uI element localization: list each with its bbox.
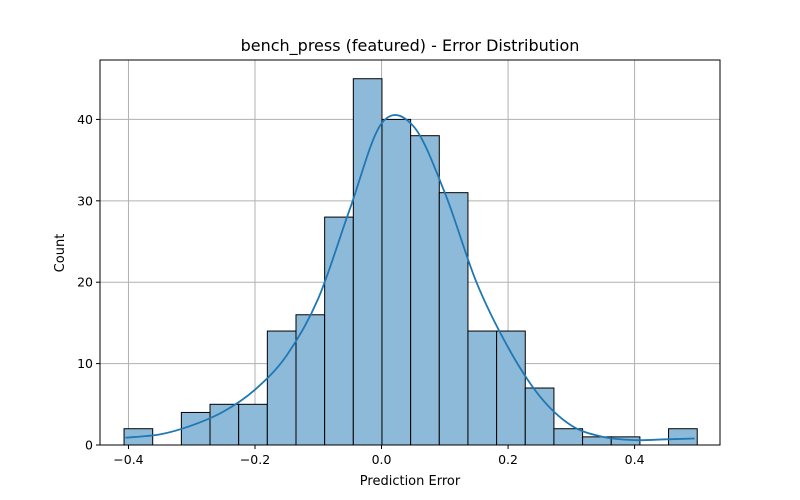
kde-curve <box>125 114 695 442</box>
y-axis-ticks: 0 10 20 30 40 <box>77 112 100 453</box>
histogram-bar <box>324 216 354 446</box>
histogram-bar <box>467 330 498 446</box>
histogram-bar <box>553 428 584 446</box>
chart-title: bench_press (featured) - Error Distribut… <box>241 36 580 56</box>
x-tick-label: −0.4 <box>113 452 143 467</box>
y-tick-label: 10 <box>77 356 93 371</box>
histogram-bars <box>123 78 698 446</box>
histogram-bar <box>352 78 383 446</box>
histogram-bar <box>668 428 698 446</box>
histogram-bar <box>438 192 469 446</box>
histogram-bar <box>410 135 440 446</box>
x-tick-label: 0.0 <box>372 452 392 467</box>
x-axis-ticks: −0.4 −0.2 0.0 0.2 0.4 <box>113 445 645 467</box>
plot-frame <box>99 59 721 446</box>
histogram-bar <box>381 118 412 446</box>
x-tick-label: 0.2 <box>498 452 518 467</box>
kde-curve-group <box>125 114 695 442</box>
histogram-bar <box>180 411 211 446</box>
histogram-bar <box>238 403 268 446</box>
y-tick-label: 20 <box>77 275 93 290</box>
x-axis-label: Prediction Error <box>360 474 461 489</box>
y-axis-label: Count <box>53 234 68 273</box>
histogram-bar <box>496 330 526 446</box>
y-tick-label: 40 <box>77 112 93 127</box>
y-tick-label: 0 <box>85 438 93 453</box>
x-tick-label: −0.2 <box>240 452 270 467</box>
x-tick-label: 0.4 <box>625 452 645 467</box>
y-tick-label: 30 <box>77 193 93 208</box>
histogram-bar <box>295 314 326 446</box>
